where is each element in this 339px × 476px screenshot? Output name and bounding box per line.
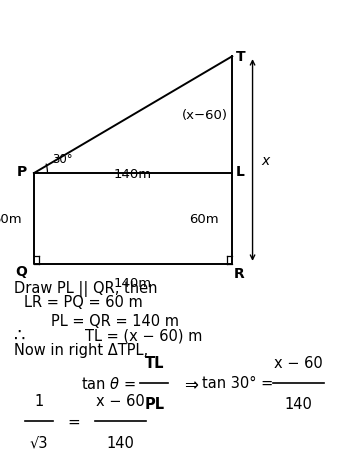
Text: Draw PL || QR, then: Draw PL || QR, then bbox=[14, 280, 157, 296]
Text: LR = PQ = 60 m: LR = PQ = 60 m bbox=[24, 295, 142, 310]
Text: 140m: 140m bbox=[114, 167, 152, 180]
Text: 1: 1 bbox=[34, 393, 44, 408]
Text: ∴: ∴ bbox=[14, 327, 25, 345]
Text: x − 60: x − 60 bbox=[274, 355, 323, 370]
Text: 30°: 30° bbox=[53, 152, 73, 165]
Text: x − 60: x − 60 bbox=[96, 393, 145, 408]
Text: x: x bbox=[261, 154, 269, 168]
Text: 60m: 60m bbox=[0, 212, 22, 226]
Text: √3: √3 bbox=[30, 435, 48, 449]
Text: 140: 140 bbox=[284, 397, 312, 411]
Text: PL: PL bbox=[144, 397, 164, 411]
Text: 140m: 140m bbox=[114, 276, 152, 289]
Text: TL = (x − 60) m: TL = (x − 60) m bbox=[85, 328, 202, 343]
Text: TL: TL bbox=[144, 355, 164, 370]
Text: R: R bbox=[234, 267, 245, 280]
Text: 140: 140 bbox=[106, 435, 134, 449]
Text: L: L bbox=[236, 164, 244, 178]
Text: $\Rightarrow$: $\Rightarrow$ bbox=[181, 374, 200, 392]
Text: Q: Q bbox=[15, 264, 27, 278]
Text: T: T bbox=[236, 50, 245, 64]
Text: PL = QR = 140 m: PL = QR = 140 m bbox=[51, 314, 179, 329]
Text: =: = bbox=[68, 414, 81, 429]
Text: tan $\theta$ =: tan $\theta$ = bbox=[81, 375, 136, 391]
Text: (x−60): (x−60) bbox=[182, 109, 228, 122]
Text: tan 30° =: tan 30° = bbox=[202, 376, 273, 391]
Text: 60m: 60m bbox=[189, 212, 219, 226]
Text: Now in right ΔTPL,: Now in right ΔTPL, bbox=[14, 342, 148, 357]
Text: P: P bbox=[17, 164, 27, 178]
